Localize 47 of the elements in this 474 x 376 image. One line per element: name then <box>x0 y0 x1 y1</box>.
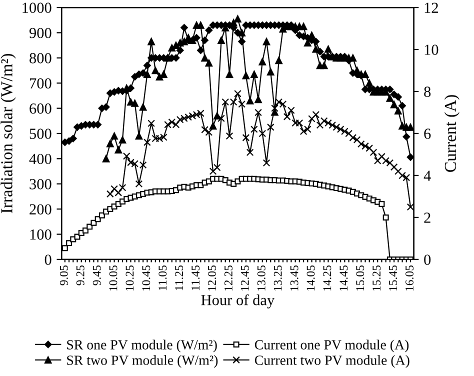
x-tick-label: 10.25 <box>126 265 134 291</box>
y2-axis-title: Current (A) <box>444 95 460 172</box>
y-tick-label: 200 <box>30 204 52 215</box>
y-tick-label: 100 <box>30 229 52 240</box>
y-tick-label: 800 <box>30 53 52 64</box>
x-tick-label: 12.05 <box>208 265 216 291</box>
y-tick-label: 300 <box>30 179 52 190</box>
x-tick-label: 9.45 <box>92 265 101 286</box>
x-tick-label: 15.05 <box>356 265 364 291</box>
y2-tick-label: 2 <box>424 212 430 223</box>
x-tick-label: 13.25 <box>274 265 282 291</box>
y2-tick-label: 8 <box>424 86 431 97</box>
y-tick-label: 1000 <box>22 2 52 13</box>
y-tick-label: 400 <box>29 154 52 164</box>
y-tick-label: 500 <box>30 128 52 139</box>
y2-tick-label: 6 <box>424 128 431 139</box>
legend-label: Current two PV module (A) <box>254 355 410 368</box>
y2-tick-label: 12 <box>424 2 438 13</box>
y-tick-label: 900 <box>29 28 52 38</box>
x-tick-label: 15.45 <box>389 265 398 291</box>
x-tick-label: 11.25 <box>175 265 184 290</box>
x-tick-label: 15.25 <box>372 265 381 291</box>
x-tick-label: 14.05 <box>306 265 315 291</box>
x-tick-label: 10.45 <box>142 265 150 291</box>
x-tick-label: 12.25 <box>224 265 232 291</box>
x-tick-label: 10.05 <box>109 265 118 291</box>
y2-tick-label: 10 <box>424 44 438 55</box>
x-tick-label: 9.05 <box>60 265 68 286</box>
y-tick-label: 0 <box>44 254 52 265</box>
y-axis-title: Irradiation solar (W/m²) <box>0 54 16 214</box>
x-tick-label: 11.05 <box>158 265 167 290</box>
x-tick-label: 14.25 <box>323 265 332 291</box>
x-tick-label: 16.05 <box>406 265 414 291</box>
legend-label: Current one PV module (A) <box>254 340 409 352</box>
y2-tick-label: 4 <box>424 170 431 181</box>
x-tick-label: 11.45 <box>192 265 200 290</box>
x-tick-label: 12.45 <box>240 265 249 291</box>
x-tick-label: 13.45 <box>290 265 298 291</box>
x-tick-label: 13.05 <box>257 265 266 291</box>
y2-tick-label: 0 <box>424 254 431 265</box>
legend-label: SR one PV module (W/m²) <box>67 340 217 352</box>
legend-label: SR two PV module (W/m²) <box>67 355 218 368</box>
x-axis-title: Hour of day <box>201 294 275 308</box>
x-tick-label: 14.45 <box>340 265 348 291</box>
y-tick-label: 700 <box>30 78 52 89</box>
x-tick-label: 9.25 <box>76 265 84 286</box>
y-tick-label: 600 <box>30 103 52 114</box>
